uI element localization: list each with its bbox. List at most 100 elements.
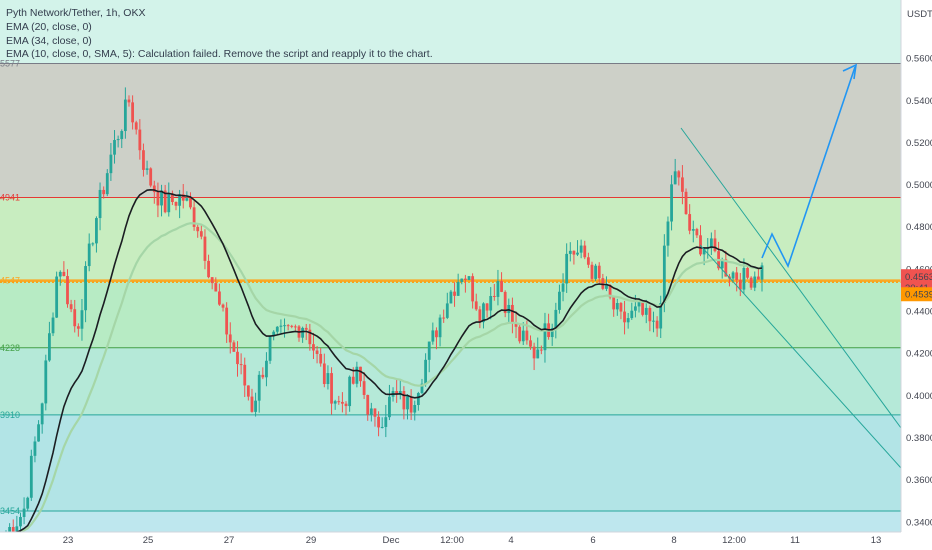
candle-body [181,194,185,201]
candle-body [539,349,543,351]
level-price-label: 0.4539 [905,289,932,300]
candle-body [453,291,456,296]
candle-body [232,342,236,352]
zone-4 [0,414,901,511]
candle-body [319,353,323,364]
candle-body [210,277,214,284]
candle-body [163,190,167,213]
candle-body [427,341,431,360]
candle-body [558,291,561,310]
candle-body [142,150,145,170]
candle-body [681,177,684,192]
candle-body [261,374,265,378]
candle-body [120,131,124,140]
candle-body [438,317,442,338]
legend-title: Pyth Network/Tether, 1h, OKX [6,7,145,19]
candle-body [565,253,569,284]
fib-label-2: 4547 [0,276,20,286]
bg-bottom [0,510,901,532]
projection-path [761,66,856,269]
candle-body [330,373,333,404]
candle-body [203,236,207,261]
candle-body [471,276,475,302]
candle-body [228,334,232,343]
candle-body [753,276,757,288]
candles [4,87,764,545]
candle-body [37,424,40,442]
currency-text: USDT [907,9,932,20]
candle-body [615,303,619,310]
time-axis-bg [0,532,932,550]
candle-body [337,401,341,403]
candle-body [691,229,695,231]
x-tick-label: 6 [590,535,595,546]
candle-body [413,405,417,413]
candle-body [76,326,80,329]
x-tick-label: 25 [143,535,154,546]
candle-body [724,259,728,277]
candle-body [272,331,276,337]
channel-lower [699,244,902,469]
candle-body [384,417,388,427]
candle-body [760,265,764,280]
candle-body [709,238,713,249]
x-tick-label: 29 [306,535,317,546]
candle-body [145,168,149,170]
candle-body [637,301,641,307]
candle-body [22,508,26,517]
candle-body [8,527,12,534]
candle-body [275,326,279,332]
candle-body [586,257,590,265]
candle-body [576,252,579,255]
candle-body [532,346,536,359]
candle-body [355,366,359,384]
candle-body [460,278,464,282]
candle-body [641,301,645,315]
candle-body [123,99,127,132]
candle-body [362,381,366,395]
candle-body [369,408,373,415]
candle-body [359,366,362,382]
candle-body [431,330,435,342]
candle-body [445,303,449,318]
candle-body [131,102,135,123]
candle-body [301,327,305,338]
candle-body [521,330,525,342]
candle-body [406,396,409,410]
candle-body [597,265,601,279]
candle-body [196,226,200,232]
fib-label-3: 4228 [0,343,20,353]
candle-body [554,309,558,329]
candle-body [482,303,485,323]
x-tick-label: 27 [224,535,235,546]
candle-body [713,238,717,252]
candle-body [702,248,706,255]
candle-body [293,326,297,328]
candle-body [463,278,467,280]
candle-body [44,360,48,404]
candle-body [26,497,30,509]
candle-body [290,325,294,327]
candle-body [626,318,630,323]
projection-arrowhead [842,63,857,80]
candle-body [478,309,482,323]
candle-body [377,416,380,428]
candle-body [84,266,87,311]
legend-ema20: EMA (20, close, 0) [6,21,92,33]
candle-body [648,307,652,322]
x-tick-label: 8 [671,535,676,546]
x-tick-label: 13 [871,535,882,546]
level-price-box [901,287,932,302]
candle-body [511,304,514,324]
candle-body [214,283,218,292]
candle-body [449,291,453,304]
candle-body [746,268,749,278]
candle-body [48,333,51,361]
fib-label-0: 5577 [0,58,20,68]
candle-body [351,376,355,384]
